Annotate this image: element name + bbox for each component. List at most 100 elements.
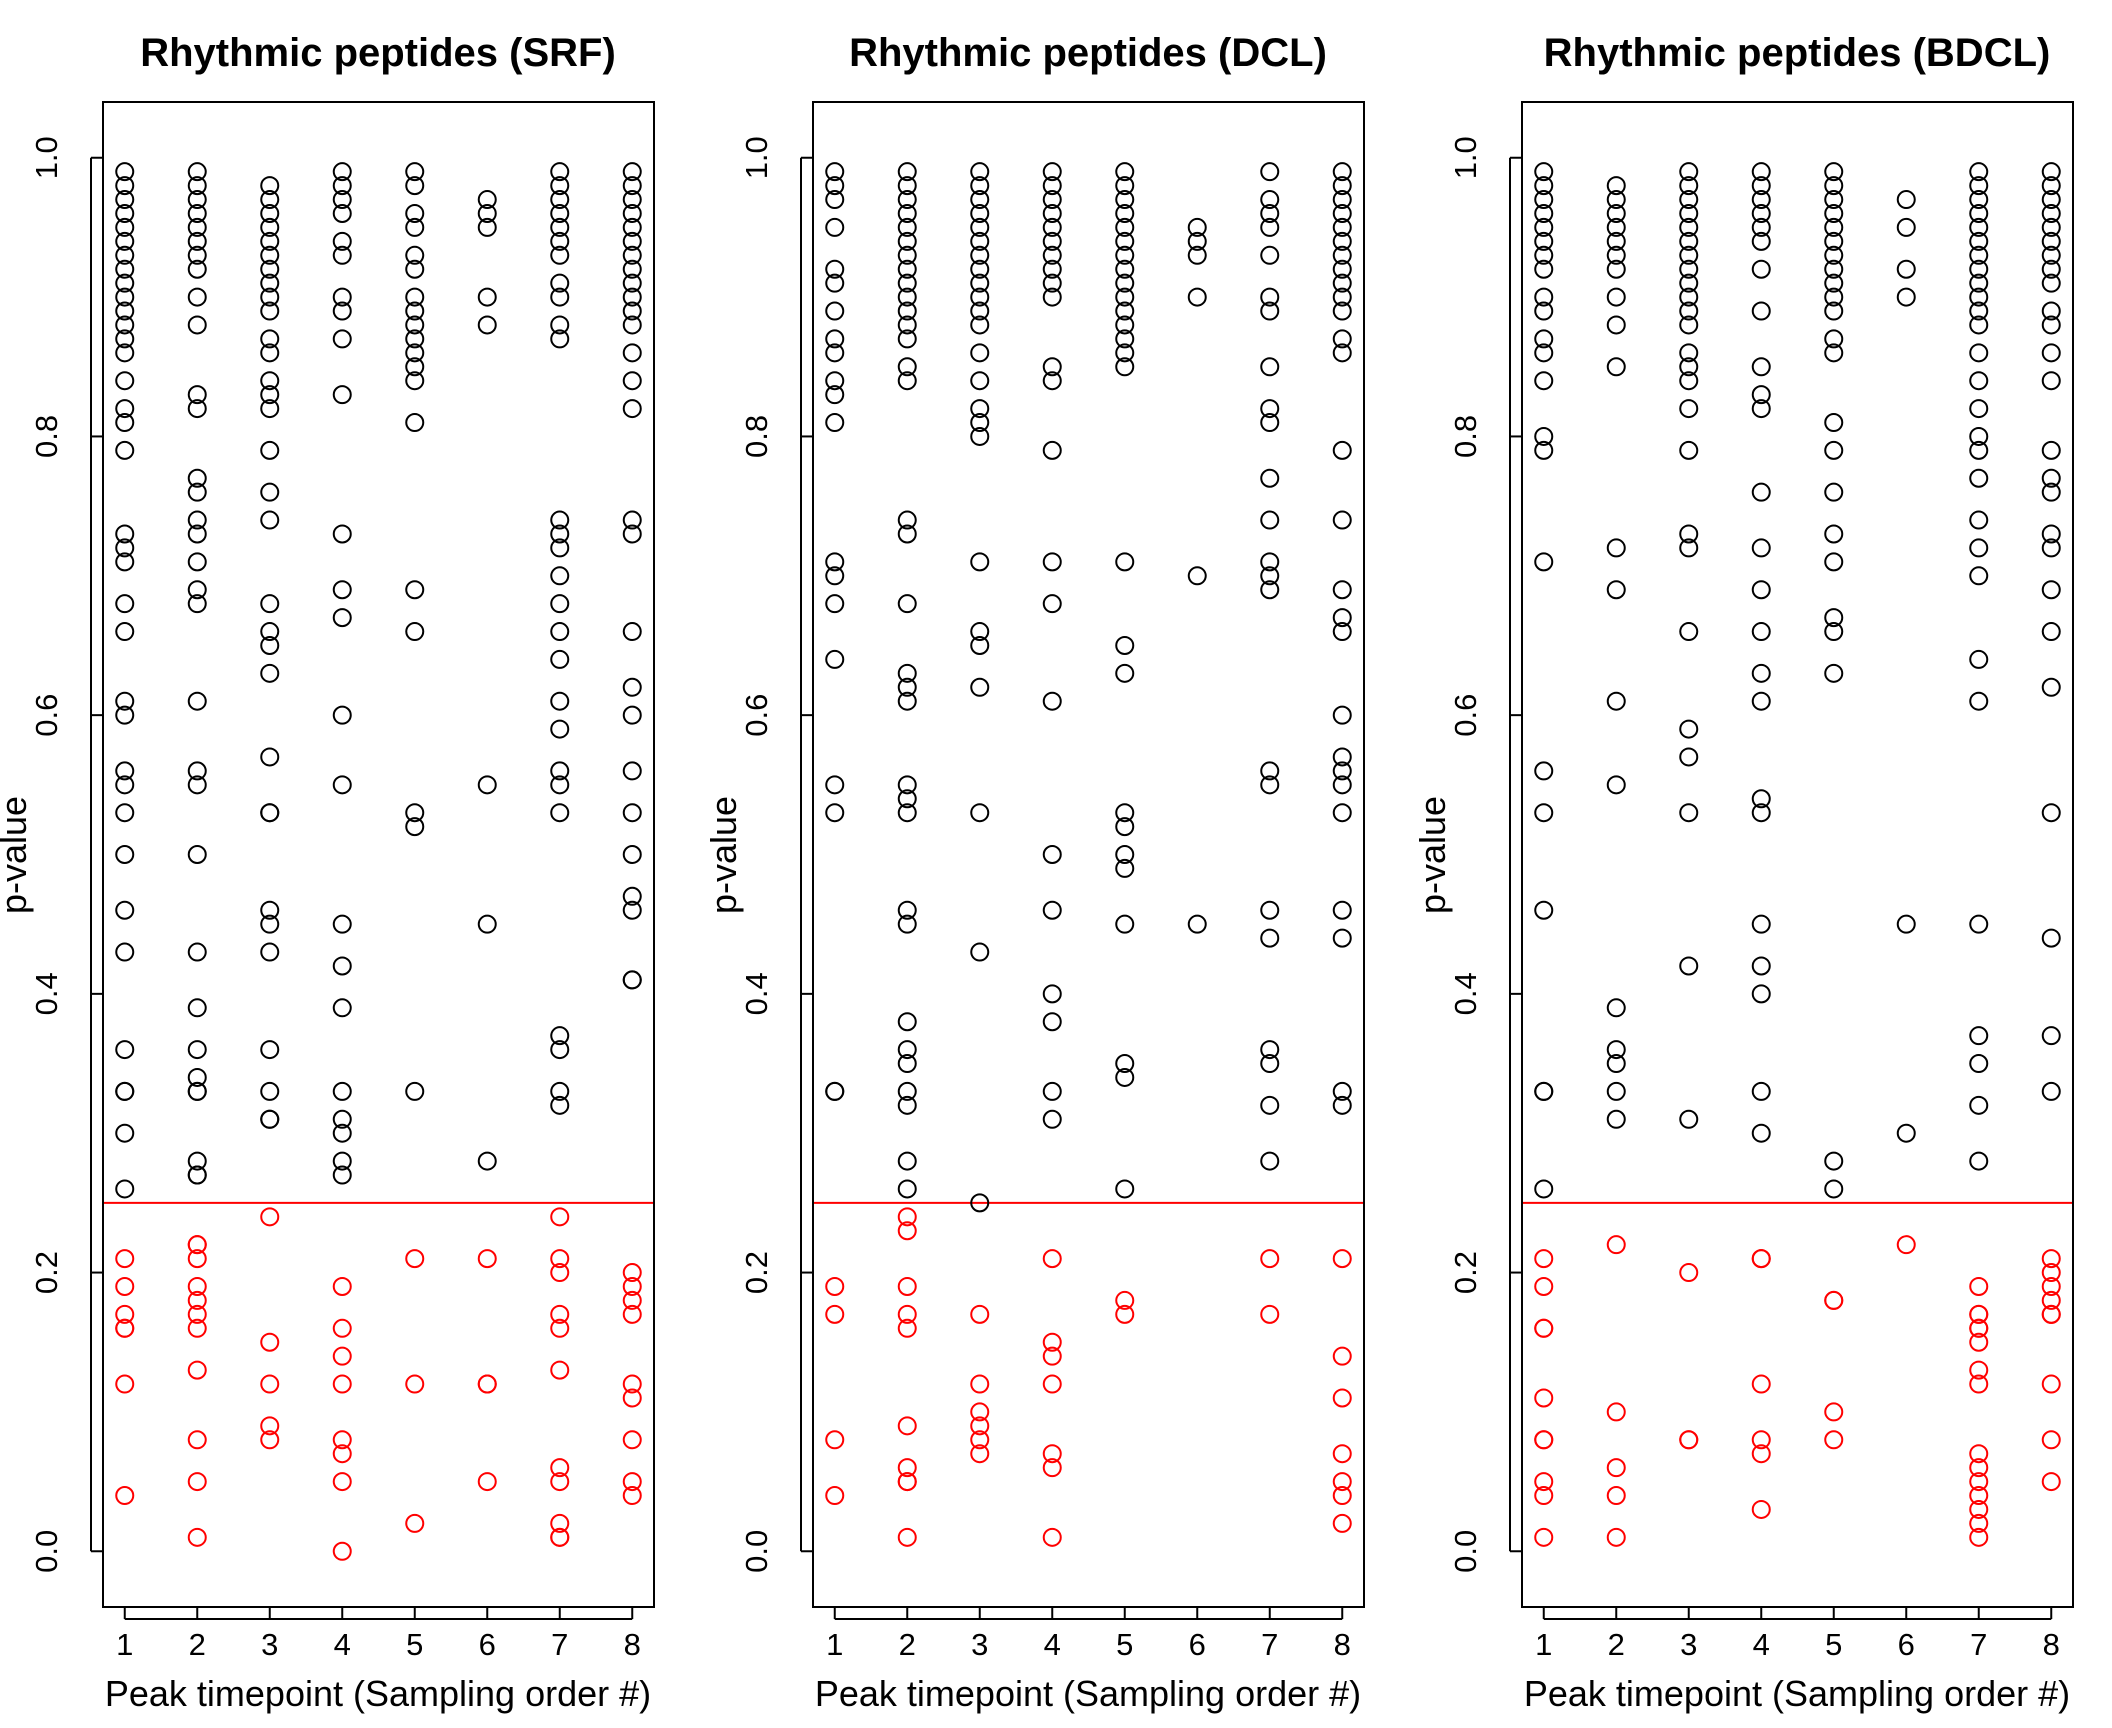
data-point [187,231,207,251]
data-point [1534,343,1554,363]
significant-point [1534,1276,1554,1296]
data-point [2041,371,2061,391]
data-point [405,343,425,363]
significant-point [477,1472,497,1492]
y-tick-label: 0.2 [739,1251,774,1294]
data-point [115,203,135,223]
data-point [1751,176,1771,196]
data-point [405,413,425,433]
significant-point [477,1249,497,1269]
data-point [1824,245,1844,265]
significant-point [1332,1486,1352,1506]
x-tick-label: 4 [1753,1627,1770,1662]
data-point [1534,162,1554,182]
significant-point [332,1472,352,1492]
x-axis-label: Peak timepoint (Sampling order #) [105,1673,651,1714]
y-tick-label: 0.6 [739,694,774,737]
data-point [1751,789,1771,809]
x-tick-label: 1 [1535,1627,1552,1662]
data-point [187,1067,207,1087]
data-point [1042,440,1062,460]
data-point [1679,371,1699,391]
data-point [970,190,990,210]
data-point [1606,998,1626,1018]
data-point [405,301,425,321]
x-axis-label: Peak timepoint (Sampling order #) [815,1673,1361,1714]
data-point [1042,273,1062,293]
data-point [825,162,845,182]
data-point [405,176,425,196]
x-tick-label: 2 [189,1627,206,1662]
significant-point [1042,1332,1062,1352]
data-point [622,203,642,223]
data-point [1679,956,1699,976]
data-point [897,1179,917,1199]
x-tick-label: 4 [1044,1627,1061,1662]
data-point [622,524,642,544]
data-points [1522,162,2073,1547]
data-point [1332,608,1352,628]
data-point [897,190,917,210]
x-tick-label: 5 [1825,1627,1842,1662]
data-point [2041,273,2061,293]
data-point [1751,385,1771,405]
data-point [1969,190,1989,210]
data-point [1332,231,1352,251]
data-point [115,775,135,795]
data-point [1679,343,1699,363]
data-point [260,1081,280,1101]
data-point [187,942,207,962]
data-point [2041,440,2061,460]
data-point [260,190,280,210]
data-point [970,343,990,363]
data-point [1896,287,1916,307]
data-point [1260,928,1280,948]
data-point [1896,217,1916,237]
data-point [405,162,425,182]
data-point [260,245,280,265]
significant-point [825,1486,845,1506]
data-point [622,217,642,237]
y-tick-label: 0.4 [739,972,774,1015]
data-point [1824,343,1844,363]
x-tick-label: 8 [624,1627,641,1662]
data-point [1824,259,1844,279]
data-point [970,426,990,446]
data-point [1969,1026,1989,1046]
data-point [1606,176,1626,196]
data-point [1115,203,1135,223]
data-point [550,315,570,335]
data-point [405,580,425,600]
significant-point [187,1276,207,1296]
significant-point [332,1374,352,1394]
data-point [550,622,570,642]
data-point [187,259,207,279]
data-point [260,217,280,237]
data-point [115,301,135,321]
data-point [1115,315,1135,335]
data-point [825,217,845,237]
data-point [1679,747,1699,767]
significant-point [115,1249,135,1269]
x-tick-label: 6 [1898,1627,1915,1662]
data-point [1751,217,1771,237]
significant-point [405,1374,425,1394]
data-point [1679,357,1699,377]
data-point [1260,566,1280,586]
y-axis-label: p-value [1412,796,1453,914]
data-point [622,399,642,419]
significant-point [1969,1276,1989,1296]
data-point [1824,190,1844,210]
data-point [187,845,207,864]
significant-point [1115,1290,1135,1310]
significant-point [187,1430,207,1450]
data-point [825,329,845,349]
data-point [1824,608,1844,628]
y-tick-label: 1.0 [1448,136,1483,179]
data-point [550,273,570,293]
data-point [1534,1081,1554,1101]
data-point [1260,552,1280,572]
data-point [260,1040,280,1060]
data-point [1824,301,1844,321]
data-point [405,287,425,307]
